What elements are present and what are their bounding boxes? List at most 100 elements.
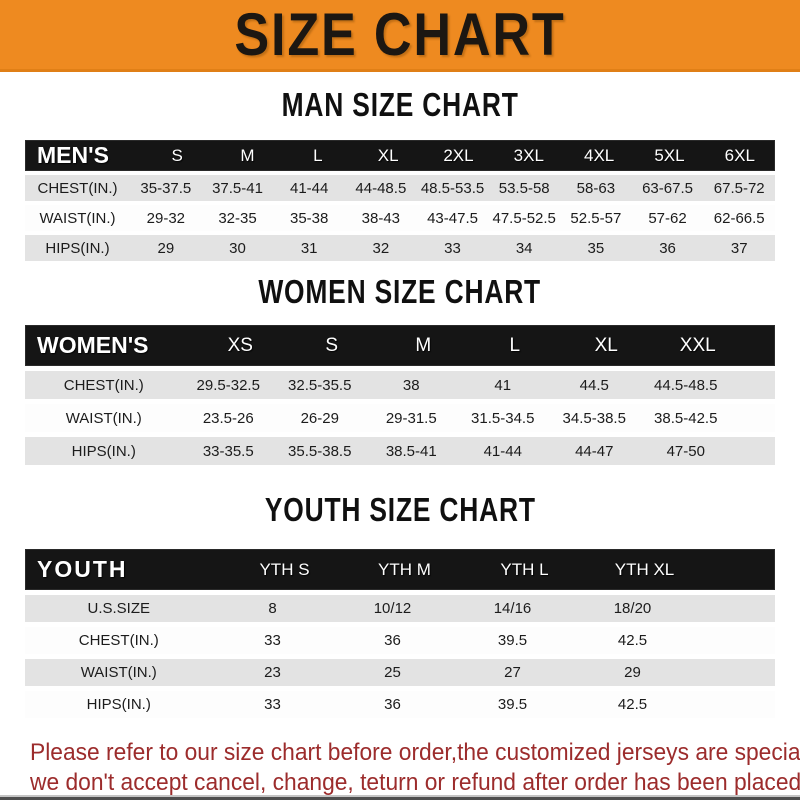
women-size-cell: 31.5-34.5 bbox=[471, 409, 535, 427]
men-size-cell: 34 bbox=[515, 239, 533, 257]
banner-title: SIZE CHART bbox=[234, 0, 566, 69]
men-size-cell: 57-62 bbox=[648, 209, 687, 227]
youth-row-label: HIPS(IN.) bbox=[86, 696, 151, 713]
youth-size-chart-title: YOUTH SIZE CHART bbox=[0, 491, 800, 529]
women-size-cell: 32.5-35.5 bbox=[288, 376, 352, 394]
women-column-header: XXL bbox=[679, 334, 716, 356]
women-row-label: CHEST(IN.) bbox=[63, 376, 144, 394]
men-column-header: 5XL bbox=[654, 145, 685, 165]
men-table-row: CHEST(IN.) 35-37.5 37.5-41 41-44 44-48.5 48.5… bbox=[25, 175, 775, 201]
men-size-cell: 31 bbox=[300, 239, 318, 257]
women-column-header: S bbox=[325, 334, 339, 356]
men-size-cell: 29-32 bbox=[146, 209, 186, 227]
youth-column-header: YTH L bbox=[500, 559, 549, 579]
men-size-cell: 48.5-53.5 bbox=[420, 179, 485, 197]
youth-size-cell: 39.5 bbox=[497, 632, 528, 649]
youth-size-cell: 18/20 bbox=[613, 600, 652, 617]
men-table-row: WAIST(IN.) 29-32 32-35 35-38 38-43 43-47.5 47.… bbox=[25, 205, 775, 231]
youth-size-cell: 33 bbox=[264, 696, 281, 713]
youth-table-row: U.S.SIZE 8 10/12 14/16 18/20 bbox=[25, 595, 775, 622]
youth-size-cell: 25 bbox=[384, 664, 401, 681]
man-size-chart-title-text: MAN SIZE CHART bbox=[281, 86, 519, 123]
men-size-cell: 30 bbox=[229, 239, 246, 257]
youth-header-label: YOUTH bbox=[37, 556, 128, 582]
men-size-cell: 63-67.5 bbox=[642, 179, 693, 197]
women-size-cell: 41 bbox=[494, 376, 512, 394]
youth-table-header: YOUTH YTH S YTH M YTH L YTH XL bbox=[25, 549, 775, 590]
women-size-cell: 38.5-41 bbox=[385, 442, 437, 460]
women-size-cell: 47-50 bbox=[666, 442, 705, 460]
men-size-cell: 37.5-41 bbox=[212, 179, 263, 197]
women-column-header: M bbox=[415, 334, 432, 356]
women-size-chart-title-text: WOMEN SIZE CHART bbox=[258, 273, 542, 310]
men-column-header: XL bbox=[377, 145, 399, 165]
youth-table-row: HIPS(IN.) 33 36 39.5 42.5 bbox=[25, 691, 775, 718]
men-row-label: WAIST(IN.) bbox=[39, 209, 116, 227]
men-column-header: 4XL bbox=[584, 145, 615, 165]
women-size-cell: 29-31.5 bbox=[385, 409, 437, 427]
women-table-header: WOMEN'S XS S M L XL XXL bbox=[25, 325, 775, 366]
men-size-cell: 58-63 bbox=[576, 179, 616, 197]
women-table-row: HIPS(IN.) 33-35.5 35.5-38.5 38.5-41 41-44 44-… bbox=[25, 437, 775, 465]
youth-size-cell: 42.5 bbox=[617, 632, 648, 649]
women-size-cell: 44.5-48.5 bbox=[654, 376, 718, 394]
disclaimer-line-2: we don't accept cancel, change, teturn o… bbox=[30, 769, 800, 796]
women-size-cell: 44.5 bbox=[579, 376, 609, 394]
men-size-cell: 44-48.5 bbox=[355, 179, 407, 197]
youth-size-cell: 39.5 bbox=[497, 696, 528, 713]
men-size-cell: 37 bbox=[730, 239, 748, 257]
men-size-cell: 29 bbox=[157, 239, 175, 257]
men-size-cell: 38-43 bbox=[361, 209, 401, 227]
disclaimer-line-1: Please refer to our size chart before or… bbox=[30, 739, 800, 766]
youth-size-cell: 10/12 bbox=[373, 600, 412, 617]
men-size-cell: 43-47.5 bbox=[427, 209, 478, 227]
men-size-table: MEN'S S M L XL 2XL 3XL 4XL 5XL 6XL CHEST(IN.) 35-37… bbox=[25, 140, 775, 261]
women-size-chart-title: WOMEN SIZE CHART bbox=[0, 273, 800, 311]
women-column-header: L bbox=[509, 334, 521, 356]
men-size-cell: 32 bbox=[372, 239, 390, 257]
women-size-cell: 38 bbox=[402, 376, 420, 394]
youth-table-row: WAIST(IN.) 23 25 27 29 bbox=[25, 659, 775, 686]
youth-size-cell: 42.5 bbox=[617, 696, 648, 713]
man-size-chart-title: MAN SIZE CHART bbox=[0, 86, 800, 124]
youth-row-label: CHEST(IN.) bbox=[78, 632, 159, 649]
women-row-label: HIPS(IN.) bbox=[71, 442, 136, 460]
women-column-header: XL bbox=[594, 334, 618, 356]
women-size-cell: 35.5-38.5 bbox=[288, 442, 352, 460]
men-column-header: 3XL bbox=[513, 145, 544, 165]
men-size-cell: 33 bbox=[444, 239, 461, 257]
women-size-cell: 34.5-38.5 bbox=[562, 409, 626, 427]
men-size-cell: 41-44 bbox=[289, 179, 329, 197]
men-column-header: 6XL bbox=[724, 145, 755, 165]
men-column-header: 2XL bbox=[443, 145, 474, 165]
men-row-label: HIPS(IN.) bbox=[45, 239, 110, 257]
youth-size-cell: 23 bbox=[264, 664, 281, 681]
men-row-label: CHEST(IN.) bbox=[37, 179, 118, 197]
men-table-header: MEN'S S M L XL 2XL 3XL 4XL 5XL 6XL bbox=[25, 140, 775, 171]
women-size-table: WOMEN'S XS S M L XL XXL CHEST(IN.) 29.5-32.5 32.5… bbox=[25, 325, 775, 465]
bottom-border-strip bbox=[0, 795, 800, 800]
men-column-header: S bbox=[171, 145, 183, 165]
men-column-header: M bbox=[240, 145, 255, 165]
youth-size-cell: 8 bbox=[268, 600, 277, 617]
women-size-cell: 44-47 bbox=[575, 442, 614, 460]
men-size-cell: 62-66.5 bbox=[713, 209, 765, 227]
men-size-cell: 47.5-52.5 bbox=[492, 209, 556, 227]
women-table-row: CHEST(IN.) 29.5-32.5 32.5-35.5 38 41 44.5 44.5… bbox=[25, 371, 775, 399]
men-size-cell: 67.5-72 bbox=[713, 179, 765, 197]
women-size-cell: 38.5-42.5 bbox=[654, 409, 718, 427]
men-size-cell: 32-35 bbox=[218, 209, 257, 227]
youth-size-cell: 27 bbox=[504, 664, 521, 681]
youth-size-table: YOUTH YTH S YTH M YTH L YTH XL U.S.SIZE 8 10/12… bbox=[25, 549, 775, 718]
men-size-cell: 36 bbox=[659, 239, 676, 257]
women-size-cell: 33-35.5 bbox=[202, 442, 254, 460]
men-size-cell: 35-37.5 bbox=[140, 179, 192, 197]
youth-size-cell: 14/16 bbox=[493, 600, 532, 617]
youth-column-header: YTH M bbox=[378, 559, 431, 579]
men-size-cell: 35 bbox=[587, 239, 605, 257]
women-row-label: WAIST(IN.) bbox=[65, 409, 142, 427]
women-size-cell: 26-29 bbox=[300, 409, 339, 427]
size-chart-banner: SIZE CHART bbox=[0, 0, 800, 72]
women-size-cell: 29.5-32.5 bbox=[196, 376, 260, 394]
youth-size-cell: 33 bbox=[264, 632, 281, 649]
